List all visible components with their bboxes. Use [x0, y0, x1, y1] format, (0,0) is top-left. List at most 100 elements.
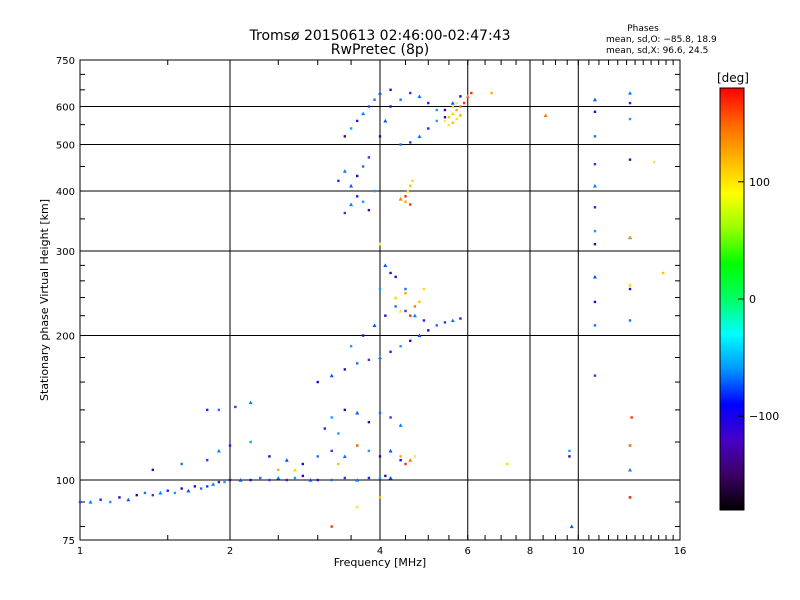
colorbar-tick-label: 100: [749, 176, 770, 189]
data-point: [450, 111, 455, 116]
y-tick-label: 750: [56, 56, 75, 67]
x-tick-label: 2: [227, 546, 233, 557]
data-point: [443, 321, 447, 324]
data-point: [173, 491, 177, 495]
data-point: [593, 135, 597, 138]
data-point: [417, 94, 422, 98]
data-point: [78, 500, 82, 504]
y-tick-label: 500: [56, 141, 75, 152]
data-point: [316, 478, 319, 482]
data-point: [383, 263, 388, 267]
data-point: [228, 478, 232, 482]
data-point: [418, 300, 421, 304]
data-point: [417, 333, 422, 338]
data-point: [399, 345, 402, 348]
data-point: [413, 305, 417, 308]
data-point: [349, 202, 354, 207]
data-point: [301, 462, 305, 466]
data-point: [378, 455, 382, 458]
data-point: [398, 423, 403, 427]
colorbar-label: [deg]: [717, 71, 749, 85]
data-point: [342, 454, 347, 459]
data-point: [378, 355, 382, 360]
data-point: [343, 368, 347, 371]
data-point: [343, 476, 347, 480]
data-point: [592, 97, 597, 102]
data-point: [593, 242, 597, 246]
y-tick-label: 100: [56, 476, 75, 487]
data-point: [593, 162, 597, 166]
data-point: [399, 143, 402, 146]
data-point: [409, 141, 412, 144]
data-point: [435, 119, 438, 123]
y-tick-label: 300: [56, 247, 75, 258]
data-point: [276, 475, 281, 480]
data-point: [337, 432, 340, 435]
data-point: [316, 380, 319, 384]
data-point: [384, 314, 387, 317]
data-point: [389, 416, 392, 419]
data-point: [490, 91, 493, 95]
data-point: [427, 329, 430, 332]
data-point: [143, 491, 147, 495]
data-point: [455, 117, 458, 121]
data-point: [404, 200, 407, 203]
colorbar: [deg] 100 0 −100: [717, 71, 779, 511]
data-point: [277, 468, 280, 472]
data-point: [455, 108, 458, 112]
data-point: [628, 117, 632, 121]
data-point: [373, 189, 376, 193]
data-point: [569, 524, 574, 529]
data-point: [628, 319, 632, 322]
data-point: [409, 314, 412, 317]
data-point: [459, 95, 462, 98]
data-point: [388, 448, 393, 453]
colorbar-tick-label: −100: [749, 410, 779, 423]
data-point: [284, 458, 289, 462]
data-point: [259, 476, 262, 480]
data-point: [384, 474, 387, 478]
data-point: [378, 476, 382, 480]
data-point: [323, 427, 327, 430]
data-point: [450, 101, 455, 105]
data-point: [99, 498, 102, 501]
data-point: [367, 208, 371, 212]
data-point: [411, 179, 414, 183]
data-point: [367, 449, 371, 453]
data-point: [630, 416, 633, 419]
data-point: [367, 358, 371, 362]
x-tick-labels: 1 2 4 6 8 10 16: [77, 546, 687, 557]
data-point: [330, 525, 333, 528]
data-point: [316, 455, 319, 458]
data-point: [330, 449, 333, 453]
data-point: [462, 101, 466, 105]
data-point: [367, 420, 371, 424]
data-point: [378, 496, 382, 499]
x-tick-label: 8: [527, 546, 533, 557]
data-point: [378, 242, 382, 246]
data-point: [249, 440, 252, 444]
data-point: [193, 485, 197, 488]
data-point: [443, 116, 447, 119]
data-point: [568, 455, 571, 458]
data-point: [355, 119, 359, 123]
data-point: [465, 94, 470, 98]
data-point: [459, 317, 462, 320]
data-point: [349, 183, 354, 188]
data-point: [337, 179, 340, 183]
data-point: [389, 105, 392, 108]
data-point: [593, 300, 597, 304]
data-point: [593, 374, 597, 377]
data-point: [388, 475, 393, 480]
x-tick-label: 10: [572, 546, 585, 557]
data-point: [355, 410, 360, 415]
data-point: [343, 211, 347, 215]
data-point: [217, 408, 221, 412]
data-point: [216, 448, 221, 453]
data-point: [628, 91, 633, 95]
data-point: [330, 416, 333, 419]
data-point: [409, 184, 412, 188]
data-point: [361, 111, 366, 116]
data-point: [408, 458, 413, 462]
